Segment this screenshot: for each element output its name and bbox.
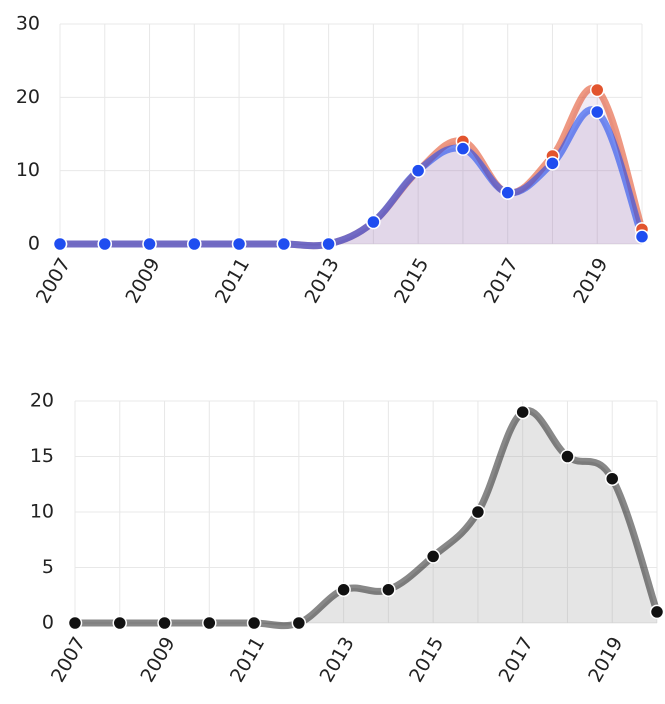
point xyxy=(604,471,620,486)
point xyxy=(157,615,172,631)
x-tick-label: 2007 xyxy=(32,254,75,307)
x-tick-label: 2017 xyxy=(480,254,523,307)
point xyxy=(321,236,336,252)
point xyxy=(470,504,486,520)
point xyxy=(560,449,575,464)
x-tick-label: 2013 xyxy=(300,254,343,307)
point xyxy=(187,236,202,252)
x-tick-label: 2009 xyxy=(121,254,164,307)
chart: 0 10 20 30 2007 2009 2011 2013 2015 2017 2019 xyxy=(16,13,650,307)
point xyxy=(202,615,217,631)
area xyxy=(75,410,657,626)
point xyxy=(545,156,560,171)
point xyxy=(634,229,650,244)
x-tick-label: 2011 xyxy=(211,254,254,307)
y-tick-label: 10 xyxy=(16,159,40,181)
x-tick-label: 2015 xyxy=(405,633,448,686)
point xyxy=(97,236,113,252)
point xyxy=(231,236,247,252)
point xyxy=(515,404,530,420)
x-tick-label: 2007 xyxy=(47,633,90,686)
point xyxy=(500,185,515,200)
point xyxy=(425,549,441,564)
point xyxy=(589,82,605,98)
y-tick-label: 20 xyxy=(30,390,54,412)
area xyxy=(60,109,642,246)
x-tick-label: 2015 xyxy=(390,254,433,307)
chart: 0 5 10 15 20 2007 2009 2011 2013 2015 2017 2019 xyxy=(30,390,665,686)
point xyxy=(246,615,262,631)
x-tick-label: 2019 xyxy=(584,633,627,686)
y-tick-label: 5 xyxy=(42,556,54,578)
point xyxy=(410,163,426,178)
point xyxy=(336,582,351,597)
y-tick-label: 15 xyxy=(30,445,54,467)
area xyxy=(60,88,642,246)
x-tick-label: 2011 xyxy=(226,633,269,686)
y-tick-label: 20 xyxy=(16,86,40,108)
x-tick-label: 2009 xyxy=(136,633,179,686)
point xyxy=(366,214,381,230)
y-tick-label: 0 xyxy=(42,612,54,634)
y-tick-label: 10 xyxy=(30,501,54,523)
point xyxy=(589,104,605,120)
point xyxy=(291,615,307,631)
point xyxy=(455,141,471,156)
point xyxy=(52,236,68,252)
y-tick-label: 30 xyxy=(16,13,40,35)
point xyxy=(649,604,665,620)
point xyxy=(142,236,157,252)
point xyxy=(67,615,83,631)
x-tick-label: 2019 xyxy=(569,254,612,307)
x-tick-label: 2013 xyxy=(315,633,358,686)
y-tick-label: 0 xyxy=(28,233,40,255)
point xyxy=(276,236,292,252)
x-tick-label: 2017 xyxy=(495,633,538,686)
point xyxy=(381,582,396,597)
point xyxy=(112,615,128,631)
